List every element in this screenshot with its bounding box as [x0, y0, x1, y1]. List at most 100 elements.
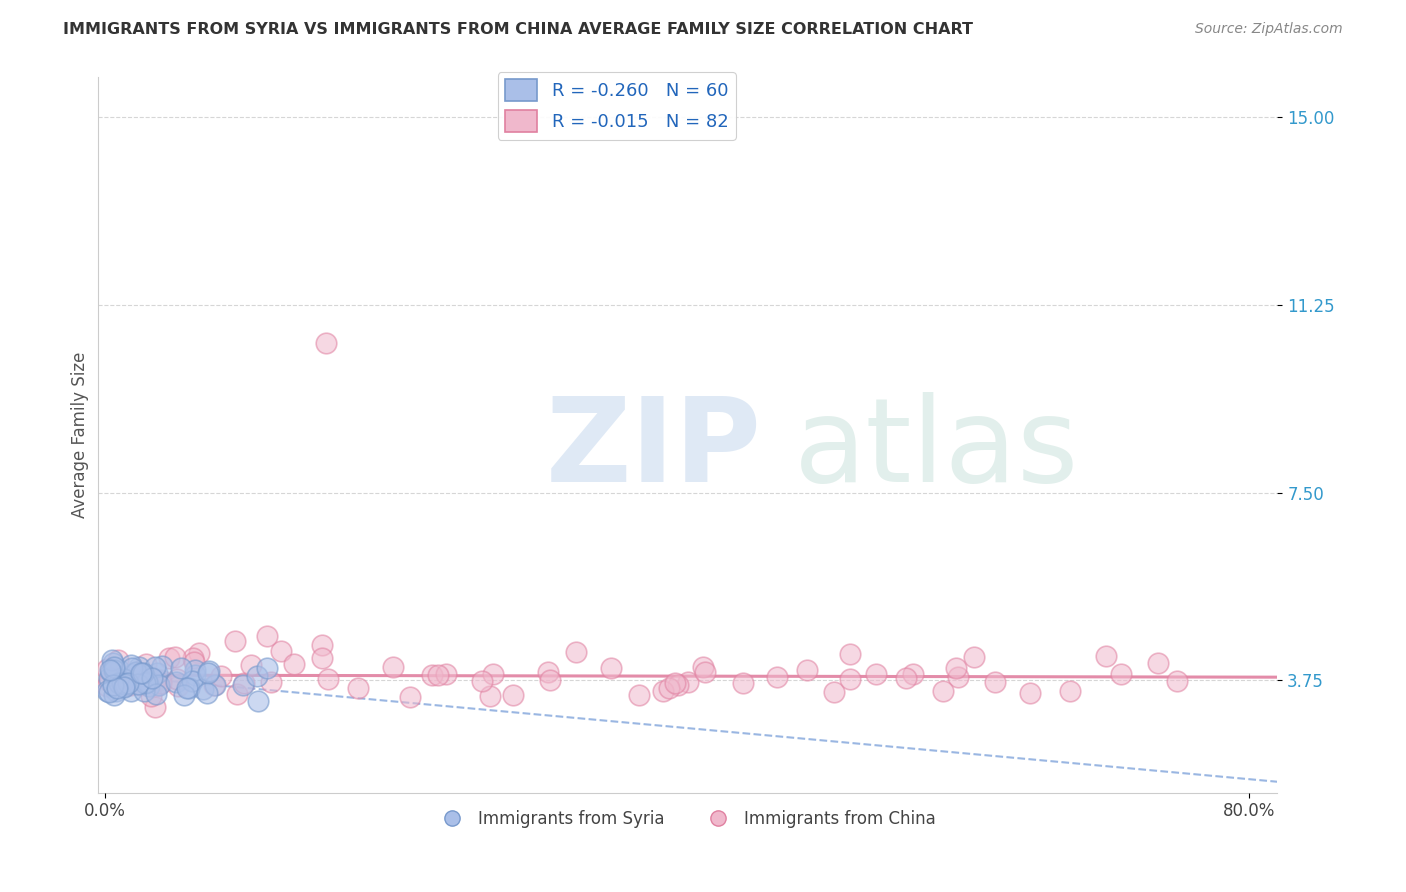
Point: [180, 673, 202, 688]
Point: [121, 661, 143, 675]
Point: [434, 667, 457, 681]
Point: [184, 667, 207, 681]
Point: [143, 673, 166, 687]
Point: [141, 672, 163, 686]
Point: [481, 666, 503, 681]
Point: [157, 650, 180, 665]
Point: [108, 675, 131, 690]
Point: [197, 666, 219, 681]
Point: [100, 665, 122, 680]
Point: [145, 687, 167, 701]
Point: [148, 678, 170, 692]
Point: [247, 693, 270, 707]
Point: [256, 629, 278, 643]
Point: [1059, 683, 1081, 698]
Point: [652, 684, 675, 698]
Point: [316, 673, 339, 687]
Point: [96, 679, 118, 693]
Point: [131, 666, 153, 681]
Point: [1018, 686, 1040, 700]
Point: [149, 675, 172, 690]
Point: [139, 689, 162, 703]
Point: [136, 675, 159, 690]
Text: Source: ZipAtlas.com: Source: ZipAtlas.com: [1195, 22, 1343, 37]
Point: [627, 688, 650, 702]
Point: [110, 674, 132, 689]
Point: [537, 665, 560, 679]
Point: [150, 673, 173, 687]
Point: [901, 666, 924, 681]
Point: [103, 663, 125, 677]
Point: [381, 660, 404, 674]
Point: [138, 679, 160, 693]
Point: [166, 679, 188, 693]
Text: IMMIGRANTS FROM SYRIA VS IMMIGRANTS FROM CHINA AVERAGE FAMILY SIZE CORRELATION C: IMMIGRANTS FROM SYRIA VS IMMIGRANTS FROM…: [63, 22, 973, 37]
Point: [111, 676, 134, 690]
Point: [865, 666, 887, 681]
Point: [260, 675, 283, 690]
Point: [676, 674, 699, 689]
Point: [195, 686, 218, 700]
Point: [135, 657, 157, 672]
Point: [145, 679, 167, 693]
Point: [125, 665, 148, 679]
Point: [176, 681, 198, 696]
Point: [132, 673, 155, 687]
Point: [399, 690, 422, 705]
Point: [839, 672, 862, 686]
Point: [98, 663, 121, 677]
Point: [565, 645, 588, 659]
Point: [139, 674, 162, 689]
Point: [101, 656, 124, 670]
Point: [666, 677, 689, 691]
Point: [204, 678, 226, 692]
Point: [103, 688, 125, 702]
Point: [502, 688, 524, 702]
Point: [420, 667, 443, 681]
Point: [112, 680, 135, 694]
Point: [232, 678, 254, 692]
Point: [256, 661, 278, 675]
Point: [823, 684, 845, 698]
Point: [664, 676, 686, 690]
Point: [426, 668, 449, 682]
Point: [150, 659, 173, 673]
Point: [97, 685, 120, 699]
Point: [143, 660, 166, 674]
Point: [125, 669, 148, 683]
Point: [112, 672, 135, 686]
Point: [963, 649, 986, 664]
Point: [105, 683, 128, 698]
Point: [166, 672, 188, 686]
Point: [600, 661, 623, 675]
Point: [129, 666, 152, 681]
Point: [984, 675, 1007, 690]
Point: [224, 634, 246, 648]
Point: [197, 664, 219, 678]
Point: [120, 678, 142, 692]
Point: [188, 646, 211, 660]
Point: [107, 663, 129, 677]
Point: [239, 657, 262, 672]
Point: [132, 684, 155, 698]
Point: [283, 657, 305, 672]
Point: [146, 665, 169, 680]
Point: [183, 663, 205, 677]
Point: [165, 650, 187, 665]
Point: [233, 675, 256, 690]
Point: [128, 660, 150, 674]
Point: [246, 669, 269, 683]
Legend: Immigrants from Syria, Immigrants from China: Immigrants from Syria, Immigrants from C…: [433, 803, 942, 834]
Point: [183, 655, 205, 669]
Point: [315, 335, 337, 350]
Point: [796, 663, 818, 677]
Point: [170, 661, 193, 675]
Point: [117, 676, 139, 690]
Point: [693, 665, 716, 679]
Point: [145, 673, 167, 687]
Point: [120, 658, 142, 673]
Point: [103, 659, 125, 673]
Point: [139, 680, 162, 694]
Point: [479, 690, 502, 704]
Point: [181, 650, 204, 665]
